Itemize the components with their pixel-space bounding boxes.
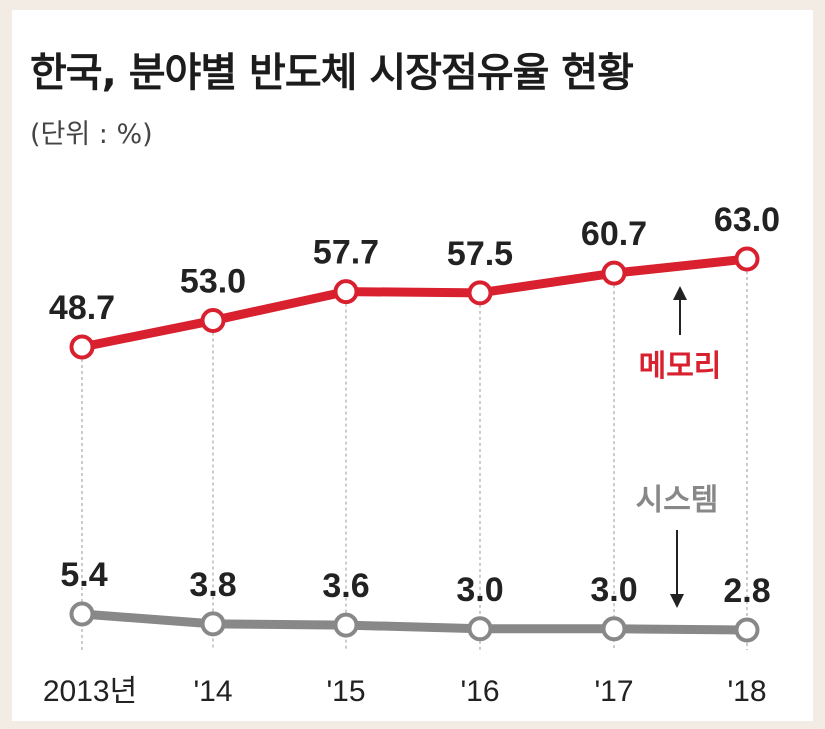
system-series-line — [77, 609, 752, 635]
system-point — [69, 601, 95, 627]
system-point — [333, 612, 359, 638]
x-tick-label: '16 — [460, 675, 499, 708]
system-series-label: 시스템 — [636, 483, 719, 518]
system-point — [467, 616, 493, 642]
chart-title: 한국, 분야별 반도체 시장점유율 현황 — [30, 50, 634, 96]
memory-value-label: 48.7 — [49, 289, 115, 327]
system-point — [200, 611, 226, 637]
system-value-label: 3.8 — [189, 566, 236, 604]
memory-point — [69, 334, 95, 360]
memory-point — [333, 279, 359, 305]
memory-series-line — [77, 254, 752, 352]
x-tick-label: 2013년 — [43, 675, 137, 708]
system-value-label: 3.0 — [590, 571, 637, 609]
memory-value-label: 57.7 — [313, 234, 379, 272]
x-tick-label: '15 — [326, 675, 365, 708]
x-tick-label: '18 — [727, 675, 766, 708]
system-arrow-head — [670, 594, 684, 608]
memory-point — [734, 246, 760, 272]
memory-value-label: 63.0 — [714, 201, 780, 239]
memory-point — [601, 260, 627, 286]
x-tick-label: '14 — [193, 675, 232, 708]
memory-point — [467, 280, 493, 306]
memory-point — [200, 308, 226, 334]
system-value-label: 2.8 — [723, 572, 770, 610]
memory-value-label: 53.0 — [180, 263, 246, 301]
system-point — [601, 616, 627, 642]
system-point — [734, 617, 760, 643]
system-value-label: 3.0 — [456, 571, 503, 609]
x-tick-label: '17 — [594, 675, 633, 708]
system-value-label: 3.6 — [322, 567, 369, 605]
memory-arrow-head — [673, 286, 687, 300]
memory-value-label: 60.7 — [581, 215, 647, 253]
memory-series-label: 메모리 — [639, 349, 722, 384]
memory-value-label: 57.5 — [447, 235, 513, 273]
unit-label: (단위 : %) — [30, 119, 153, 150]
system-value-label: 5.4 — [60, 556, 107, 594]
